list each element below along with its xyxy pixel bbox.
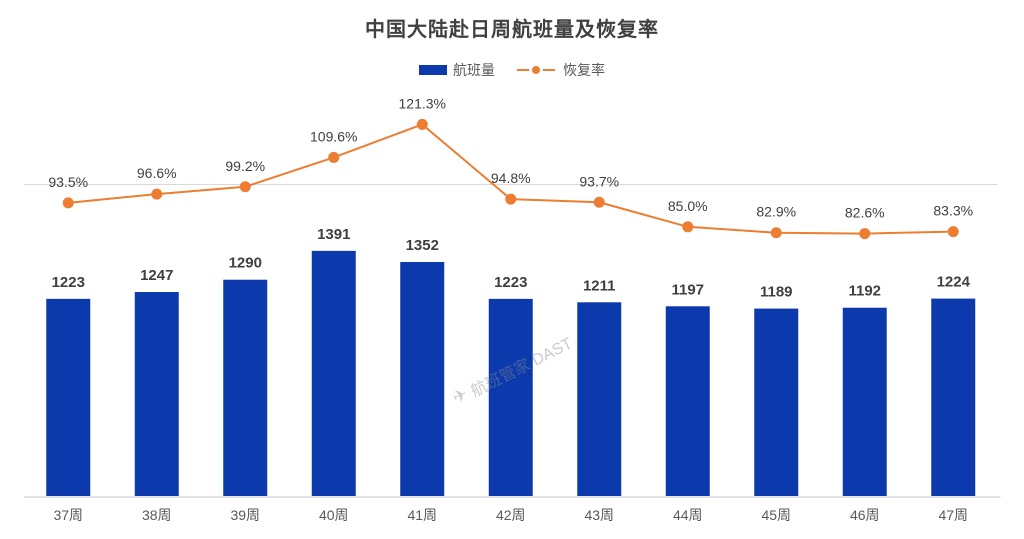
chart-title: 中国大陆赴日周航班量及恢复率	[365, 19, 659, 41]
line-point-label-5: 94.8%	[491, 170, 531, 186]
line-point-5	[505, 193, 517, 205]
legend-item-flight-volume: 航班量	[419, 60, 495, 80]
line-point-label-3: 109.6%	[310, 128, 357, 144]
bar-10	[931, 298, 976, 496]
x-axis-label-7: 44周	[673, 507, 703, 523]
line-point-8	[770, 227, 782, 239]
bar-value-label-3: 1391	[317, 226, 350, 243]
line-point-label-4: 121.3%	[399, 95, 446, 111]
line-point-label-0: 93.5%	[48, 174, 88, 190]
x-axis-label-1: 38周	[142, 507, 172, 523]
legend: 航班量 恢复率	[0, 60, 1024, 80]
line-point-10	[947, 226, 959, 238]
x-axis-label-2: 39周	[230, 507, 260, 523]
bar-value-label-9: 1192	[848, 283, 881, 300]
bar-9	[842, 307, 887, 496]
bar-2	[223, 279, 268, 496]
bar-value-label-0: 1223	[52, 274, 85, 291]
bar-0	[46, 298, 91, 496]
x-axis-label-9: 46周	[850, 507, 880, 523]
line-series-swatch-icon	[517, 66, 557, 74]
bar-3	[311, 250, 356, 496]
bar-7	[665, 306, 710, 496]
x-axis-label-3: 40周	[319, 507, 349, 523]
bar-5	[488, 298, 533, 496]
line-point-label-7: 85.0%	[668, 198, 708, 214]
line-point-4	[416, 118, 428, 130]
x-axis-label-10: 47周	[938, 507, 968, 523]
bar-series-swatch-icon	[419, 65, 447, 75]
line-point-label-1: 96.6%	[137, 165, 177, 181]
line-point-label-2: 99.2%	[225, 158, 265, 174]
bar-value-label-8: 1189	[760, 284, 793, 301]
bar-1	[134, 292, 179, 496]
bar-4	[400, 262, 445, 496]
legend-item-recovery-rate: 恢复率	[517, 60, 605, 80]
line-point-label-8: 82.9%	[756, 204, 796, 220]
line-point-1	[151, 188, 163, 200]
x-axis-label-4: 41周	[407, 507, 437, 523]
x-axis-label-8: 45周	[761, 507, 791, 523]
line-point-2	[239, 181, 251, 193]
bar-8	[754, 308, 799, 496]
bar-value-label-10: 1224	[937, 274, 971, 291]
bar-value-label-2: 1290	[229, 255, 262, 272]
line-point-label-6: 93.7%	[579, 173, 619, 189]
line-point-3	[328, 151, 340, 163]
legend-label-flight-volume: 航班量	[453, 62, 495, 78]
line-swatch-dash	[517, 69, 529, 71]
x-axis-label-6: 43周	[584, 507, 614, 523]
bar-value-label-4: 1352	[406, 237, 439, 254]
line-point-9	[859, 228, 871, 240]
x-axis-label-0: 37周	[53, 507, 83, 523]
x-axis-label-5: 42周	[496, 507, 526, 523]
bar-value-label-6: 1211	[583, 277, 616, 294]
line-point-6	[593, 196, 605, 208]
bar-value-label-7: 1197	[671, 281, 704, 298]
bar-value-label-1: 1247	[140, 267, 173, 284]
legend-label-recovery-rate: 恢复率	[563, 62, 605, 78]
bar-6	[577, 302, 622, 496]
line-point-0	[62, 197, 74, 209]
line-swatch-dash	[543, 69, 555, 71]
line-point-label-10: 83.3%	[933, 203, 973, 219]
line-swatch-dot	[532, 66, 540, 74]
line-point-7	[682, 221, 694, 233]
bar-value-label-5: 1223	[494, 274, 527, 291]
line-point-label-9: 82.6%	[845, 205, 885, 221]
